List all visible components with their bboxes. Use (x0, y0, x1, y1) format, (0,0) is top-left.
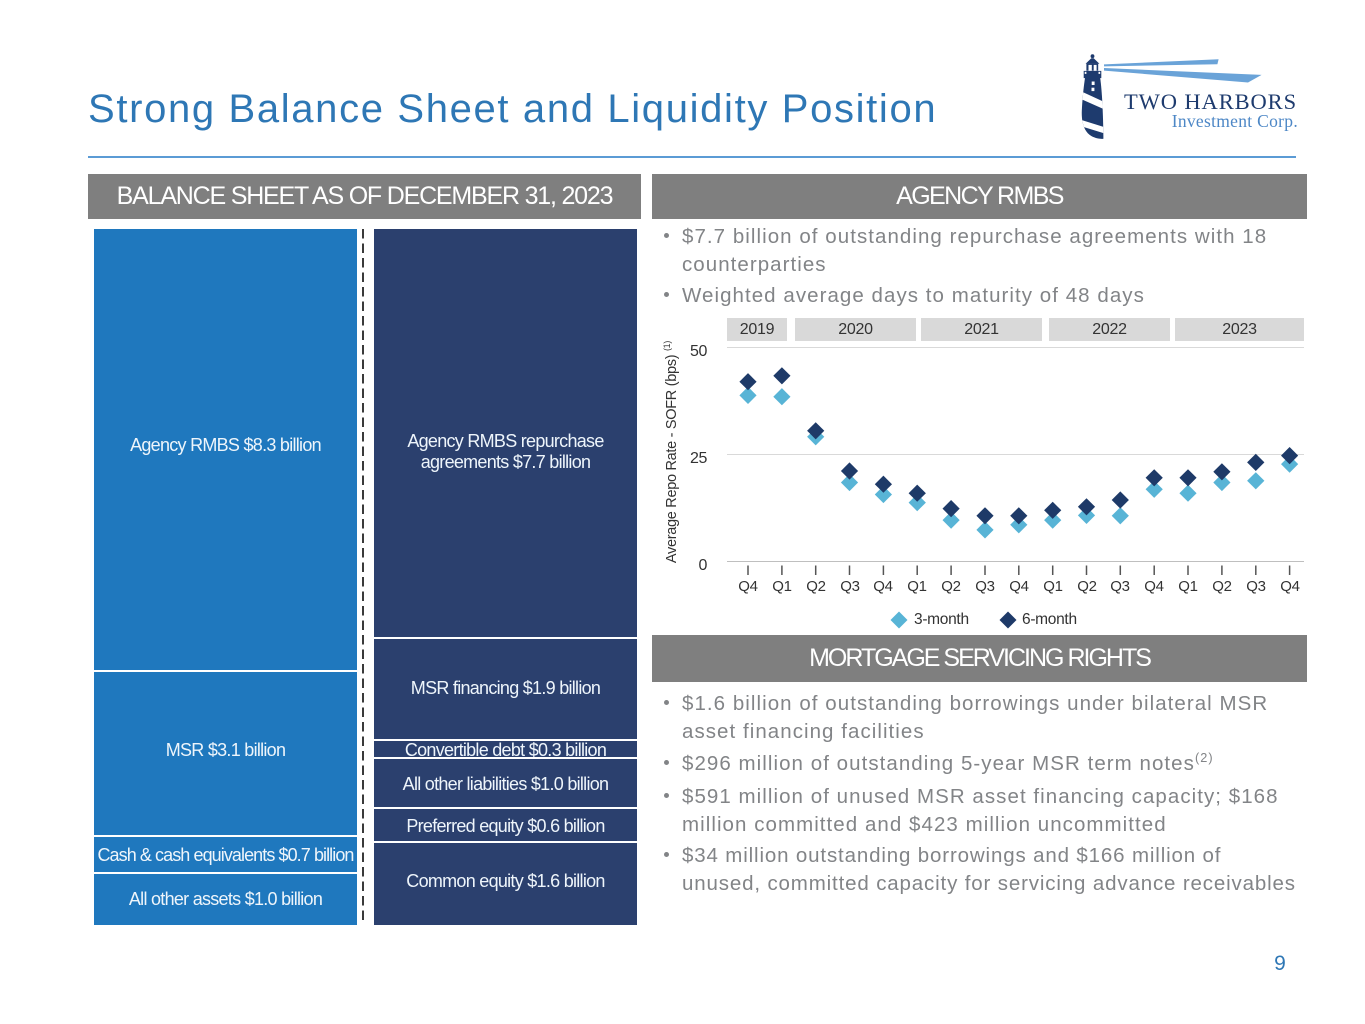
svg-text:Investment Corp.: Investment Corp. (1172, 111, 1298, 131)
svg-text:TWO HARBORS: TWO HARBORS (1124, 89, 1297, 114)
